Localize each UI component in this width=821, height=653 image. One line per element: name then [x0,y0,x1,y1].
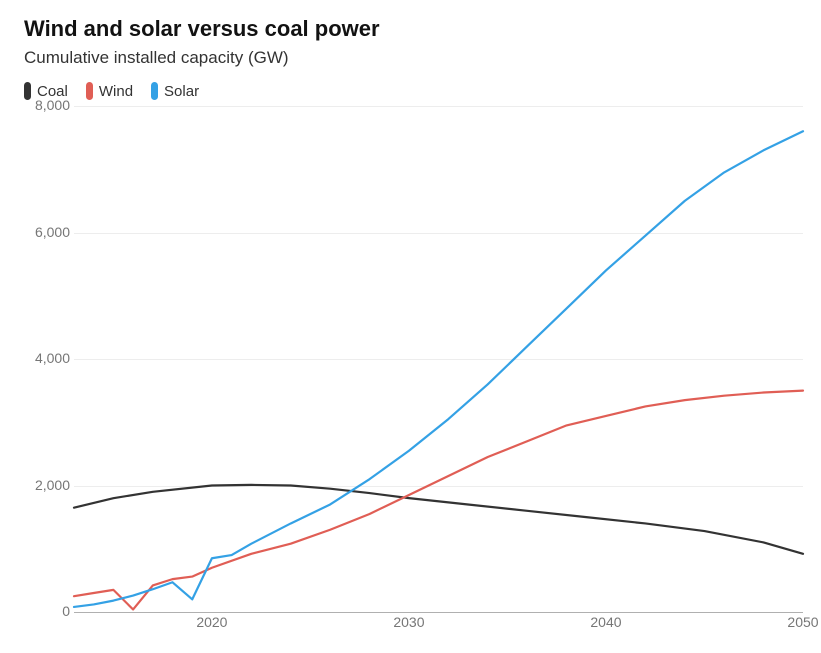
x-axis-labels: 2020203020402050 [74,612,803,636]
plot-area: 02,0004,0006,0008,000 2020203020402050 [24,106,803,636]
legend-swatch-wind [86,82,93,100]
y-tick-label: 0 [24,603,70,619]
x-tick-label: 2050 [787,614,818,630]
chart-subtitle: Cumulative installed capacity (GW) [24,48,811,68]
series-line-solar [74,131,803,607]
x-tick-label: 2030 [393,614,424,630]
legend-label-wind: Wind [99,83,133,100]
chart-inner [74,106,803,612]
series-line-coal [74,485,803,554]
series-line-wind [74,391,803,610]
legend-label-solar: Solar [164,83,199,100]
legend-item-wind: Wind [86,82,133,100]
y-tick-label: 4,000 [24,350,70,366]
y-axis-labels: 02,0004,0006,0008,000 [24,106,70,612]
chart-title: Wind and solar versus coal power [24,16,811,42]
line-plot-svg [74,106,803,612]
x-tick-label: 2040 [590,614,621,630]
y-tick-label: 6,000 [24,224,70,240]
y-tick-label: 2,000 [24,477,70,493]
legend: CoalWindSolar [24,82,811,100]
chart-container: Wind and solar versus coal power Cumulat… [0,0,821,653]
x-tick-label: 2020 [196,614,227,630]
legend-item-solar: Solar [151,82,199,100]
legend-swatch-solar [151,82,158,100]
y-tick-label: 8,000 [24,97,70,113]
